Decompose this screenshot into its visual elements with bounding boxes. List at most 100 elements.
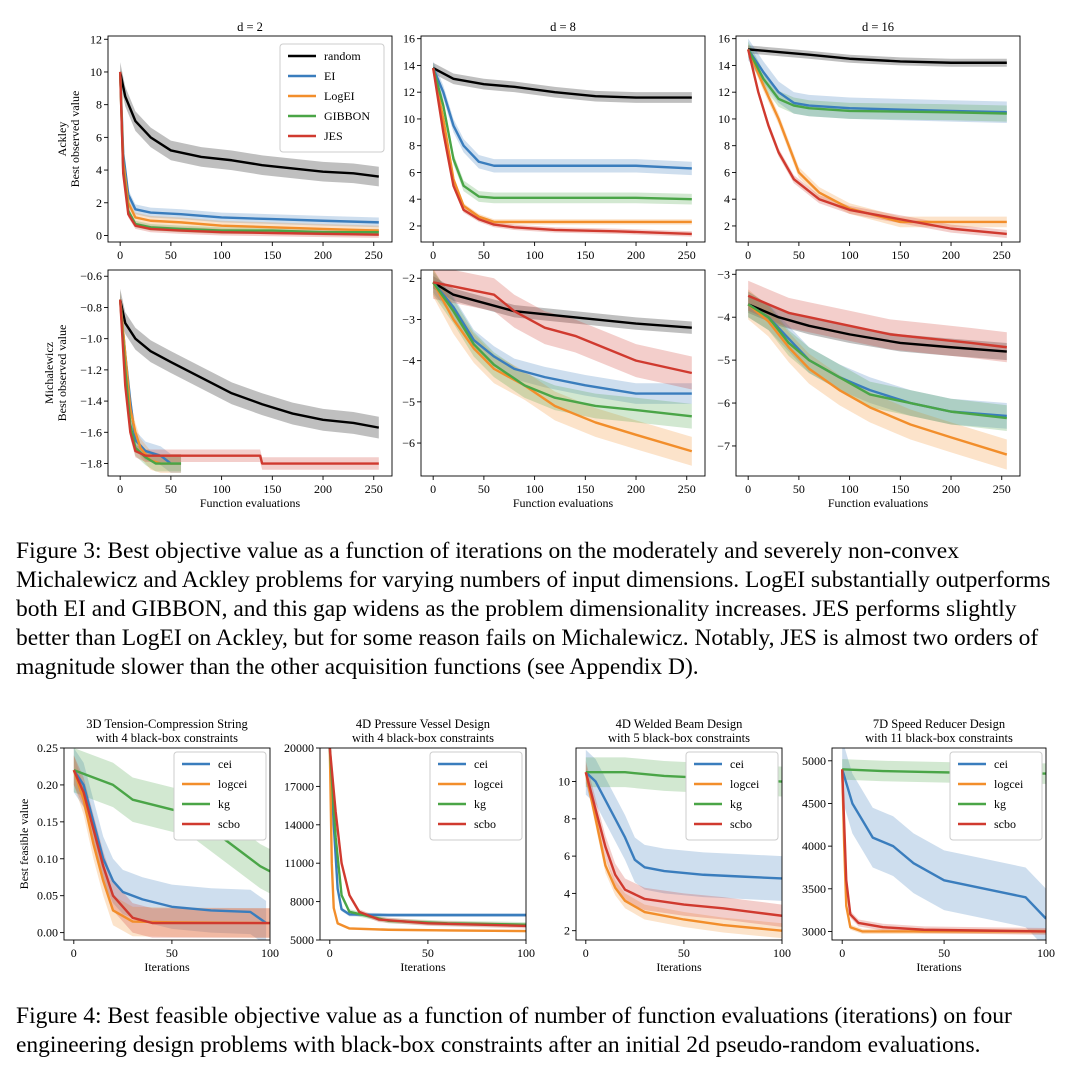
band-ei bbox=[433, 272, 692, 404]
y-tick-label: −2 bbox=[402, 271, 415, 285]
y-tick-label: 8 bbox=[96, 98, 102, 112]
plot-area bbox=[118, 288, 380, 473]
x-tick-label: 150 bbox=[891, 482, 909, 496]
legend-label-scbo: scbo bbox=[474, 817, 496, 831]
y-tick-label: 10 bbox=[558, 775, 570, 789]
legend-label-cei: cei bbox=[218, 757, 233, 771]
y-tick-label: 0.10 bbox=[37, 852, 58, 866]
line-cei bbox=[72, 769, 267, 924]
legend-label-cei: cei bbox=[994, 757, 1009, 771]
y-tick-label: 11000 bbox=[284, 856, 314, 870]
x-tick-label: 0 bbox=[745, 248, 751, 262]
x-tick-label: 250 bbox=[678, 482, 696, 496]
y-tick-label: 4 bbox=[564, 886, 570, 900]
band-scbo bbox=[585, 761, 782, 927]
y-tick-label: 2 bbox=[409, 219, 415, 233]
legend-label-ei: EI bbox=[324, 69, 335, 83]
y-tick-label: 4 bbox=[409, 192, 415, 206]
axes-frame bbox=[107, 35, 393, 243]
y-tick-label: −0.6 bbox=[80, 269, 102, 283]
x-tick-label: 100 bbox=[1037, 946, 1055, 960]
line-jes bbox=[118, 71, 379, 236]
line-random bbox=[118, 299, 380, 429]
line-ei bbox=[747, 48, 1007, 114]
x-tick-label: 0 bbox=[430, 482, 436, 496]
x-tick-label: 200 bbox=[627, 248, 645, 262]
x-tick-label: 50 bbox=[165, 248, 177, 262]
y-tick-label: −5 bbox=[717, 353, 730, 367]
x-tick-label: 50 bbox=[793, 482, 805, 496]
y-tick-label: 4500 bbox=[802, 796, 826, 810]
plot-area bbox=[431, 61, 692, 237]
band-logei bbox=[748, 289, 1007, 470]
line-jes bbox=[118, 299, 379, 465]
band-logcei bbox=[73, 755, 270, 938]
x-tick-label: 150 bbox=[263, 248, 281, 262]
y-tick-label: −4 bbox=[717, 310, 730, 324]
line-random bbox=[432, 281, 692, 329]
y-axis-label: Best feasible value bbox=[17, 799, 31, 890]
line-ei bbox=[432, 281, 692, 395]
y-tick-label: −3 bbox=[717, 267, 730, 281]
line-scbo bbox=[328, 748, 526, 928]
y-tick-label: 3500 bbox=[802, 882, 826, 896]
legend-label-kg: kg bbox=[218, 797, 230, 811]
x-tick-label: 0 bbox=[583, 946, 589, 960]
line-scbo bbox=[72, 769, 270, 925]
line-ei bbox=[432, 67, 692, 170]
line-gibbon bbox=[432, 67, 692, 201]
legend-label-logcei: logcei bbox=[474, 777, 504, 791]
band-jes bbox=[120, 293, 379, 470]
y-tick-label: 8 bbox=[409, 139, 415, 153]
legend-label-logcei: logcei bbox=[730, 777, 760, 791]
x-axis-label: Function evaluations bbox=[513, 496, 614, 510]
y-tick-label: −5 bbox=[402, 395, 415, 409]
x-tick-label: 150 bbox=[576, 482, 594, 496]
y-tick-label: 12 bbox=[718, 85, 730, 99]
x-tick-label: 200 bbox=[314, 482, 332, 496]
x-tick-label: 150 bbox=[891, 248, 909, 262]
band-random bbox=[120, 288, 379, 439]
chart-panel: 0 50 100 150 200 250 −6 −5 −4 −3 −2 Function evalua… bbox=[402, 269, 706, 510]
y-tick-label: 14 bbox=[718, 58, 730, 72]
x-tick-label: 100 bbox=[526, 482, 544, 496]
x-tick-label: 200 bbox=[627, 482, 645, 496]
chart-title: 4D Pressure Vessel Design bbox=[356, 717, 491, 731]
axes-frame bbox=[319, 747, 527, 941]
y-axis-label: Michalewicz bbox=[42, 342, 56, 404]
band-kg bbox=[73, 748, 270, 894]
figure-4-caption: Figure 4: Best feasible objective value … bbox=[16, 1003, 1012, 1058]
legend-label-scbo: scbo bbox=[994, 817, 1016, 831]
y-axis-label: Best observed value bbox=[55, 325, 69, 422]
y-tick-label: 12 bbox=[90, 32, 102, 46]
x-axis-label: Function evaluations bbox=[200, 496, 301, 510]
x-tick-label: 50 bbox=[678, 946, 690, 960]
y-tick-label: 10 bbox=[718, 112, 730, 126]
line-logcei bbox=[328, 748, 526, 933]
x-tick-label: 250 bbox=[993, 482, 1011, 496]
y-tick-label: 0.05 bbox=[37, 889, 58, 903]
chart-panel: 0 50 100 150 200 250 2 4 6 8 10 12 14 16 d = 8 bbox=[403, 20, 706, 262]
y-tick-label: 6 bbox=[96, 130, 102, 144]
band-ei bbox=[433, 61, 692, 176]
legend-box bbox=[685, 751, 779, 841]
legend-label-kg: kg bbox=[474, 797, 486, 811]
y-tick-label: 8 bbox=[724, 139, 730, 153]
line-random bbox=[432, 67, 692, 99]
x-tick-label: 100 bbox=[261, 946, 279, 960]
y-tick-label: −6 bbox=[402, 436, 415, 450]
line-logei bbox=[431, 67, 692, 224]
y-tick-label: 20000 bbox=[284, 741, 314, 755]
line-scbo bbox=[584, 771, 782, 917]
y-tick-label: 0 bbox=[96, 228, 102, 242]
x-tick-label: 150 bbox=[263, 482, 281, 496]
line-logei bbox=[747, 48, 1007, 224]
chart-panel: 0 50 100 150 200 250 −1.8 −1.6 −1.4 −1.2 −1.0 −0.8 −… bbox=[42, 269, 393, 510]
x-tick-label: 250 bbox=[365, 482, 383, 496]
x-tick-label: 50 bbox=[422, 946, 434, 960]
band-jes bbox=[433, 270, 692, 390]
chart-title: with 11 black-box constraints bbox=[865, 731, 1013, 745]
legend-label-logcei: logcei bbox=[994, 777, 1024, 791]
chart-panel: 0 50 100 5000 8000 11000 14000 17000 20000 4D Pre… bbox=[284, 717, 535, 974]
